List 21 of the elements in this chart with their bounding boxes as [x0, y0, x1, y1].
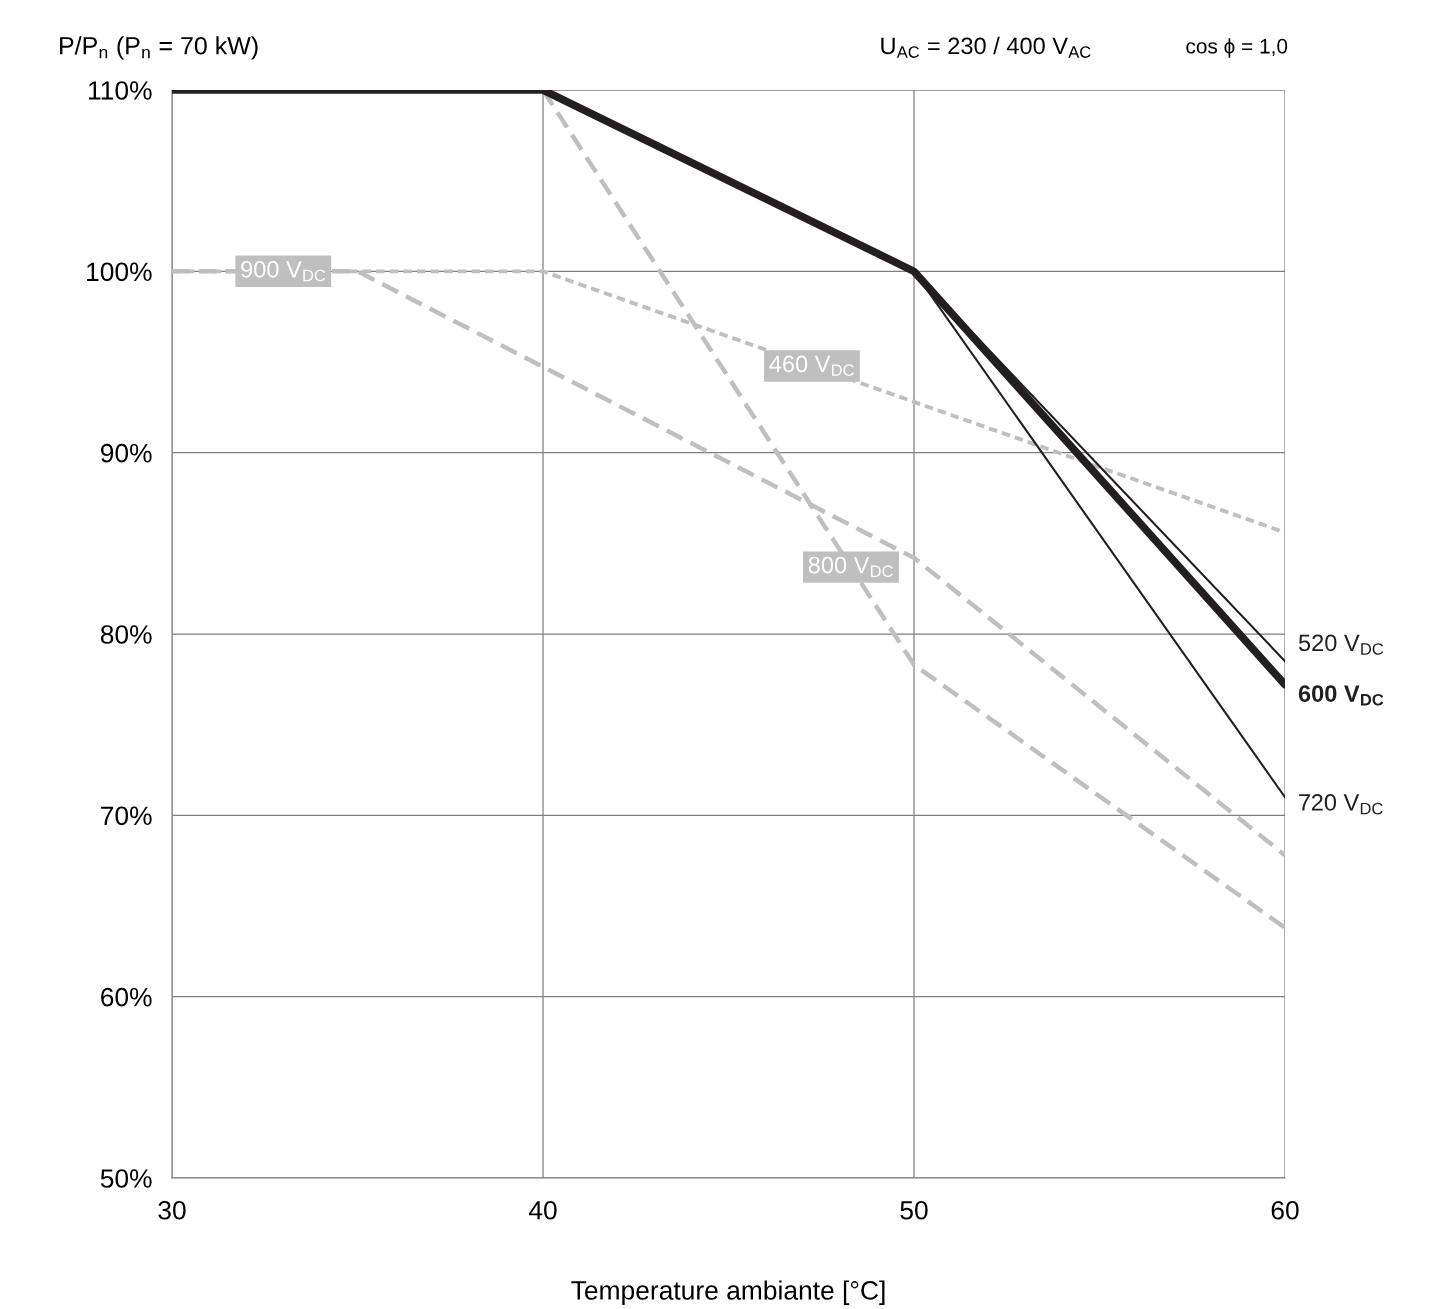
y-tick-label: 50%: [100, 1169, 152, 1188]
text: cos ϕ = 1,0: [1186, 38, 1288, 58]
series-label: 460 V$_{DC}$: [769, 355, 854, 376]
x-tick-label: 60: [1271, 1200, 1299, 1220]
x-axis-title: Temperature ambiante [°C]: [571, 1280, 885, 1305]
text: U$_{AC}$ = 230 / 400 V$_{AC}$: [881, 36, 1091, 58]
y-tick-label: 60%: [101, 987, 152, 1007]
y-tick-label: 70%: [101, 806, 152, 826]
y-tick-label: 110%: [89, 81, 152, 100]
y-tick-label: 80%: [100, 625, 152, 644]
series-label: 800 V$_{DC}$: [808, 556, 893, 578]
y-tick-label: 90%: [100, 443, 152, 463]
x-tick-label: 50: [900, 1200, 928, 1220]
series-label: 520 V$_{DC}$: [1298, 634, 1384, 655]
x-tick-label: 40: [528, 1200, 557, 1220]
y-tick-label: 100%: [87, 262, 152, 282]
x-tick-label: 30: [158, 1200, 186, 1220]
series-label: 600 V$_{DC}$: [1298, 685, 1384, 706]
series-label: 720 V$_{DC}$: [1299, 794, 1383, 815]
series-label: 900 V$_{DC}$: [241, 260, 326, 282]
y-axis-title: P/P$_{n}$ (P$_{n}$ = 70 kW): [60, 36, 258, 60]
